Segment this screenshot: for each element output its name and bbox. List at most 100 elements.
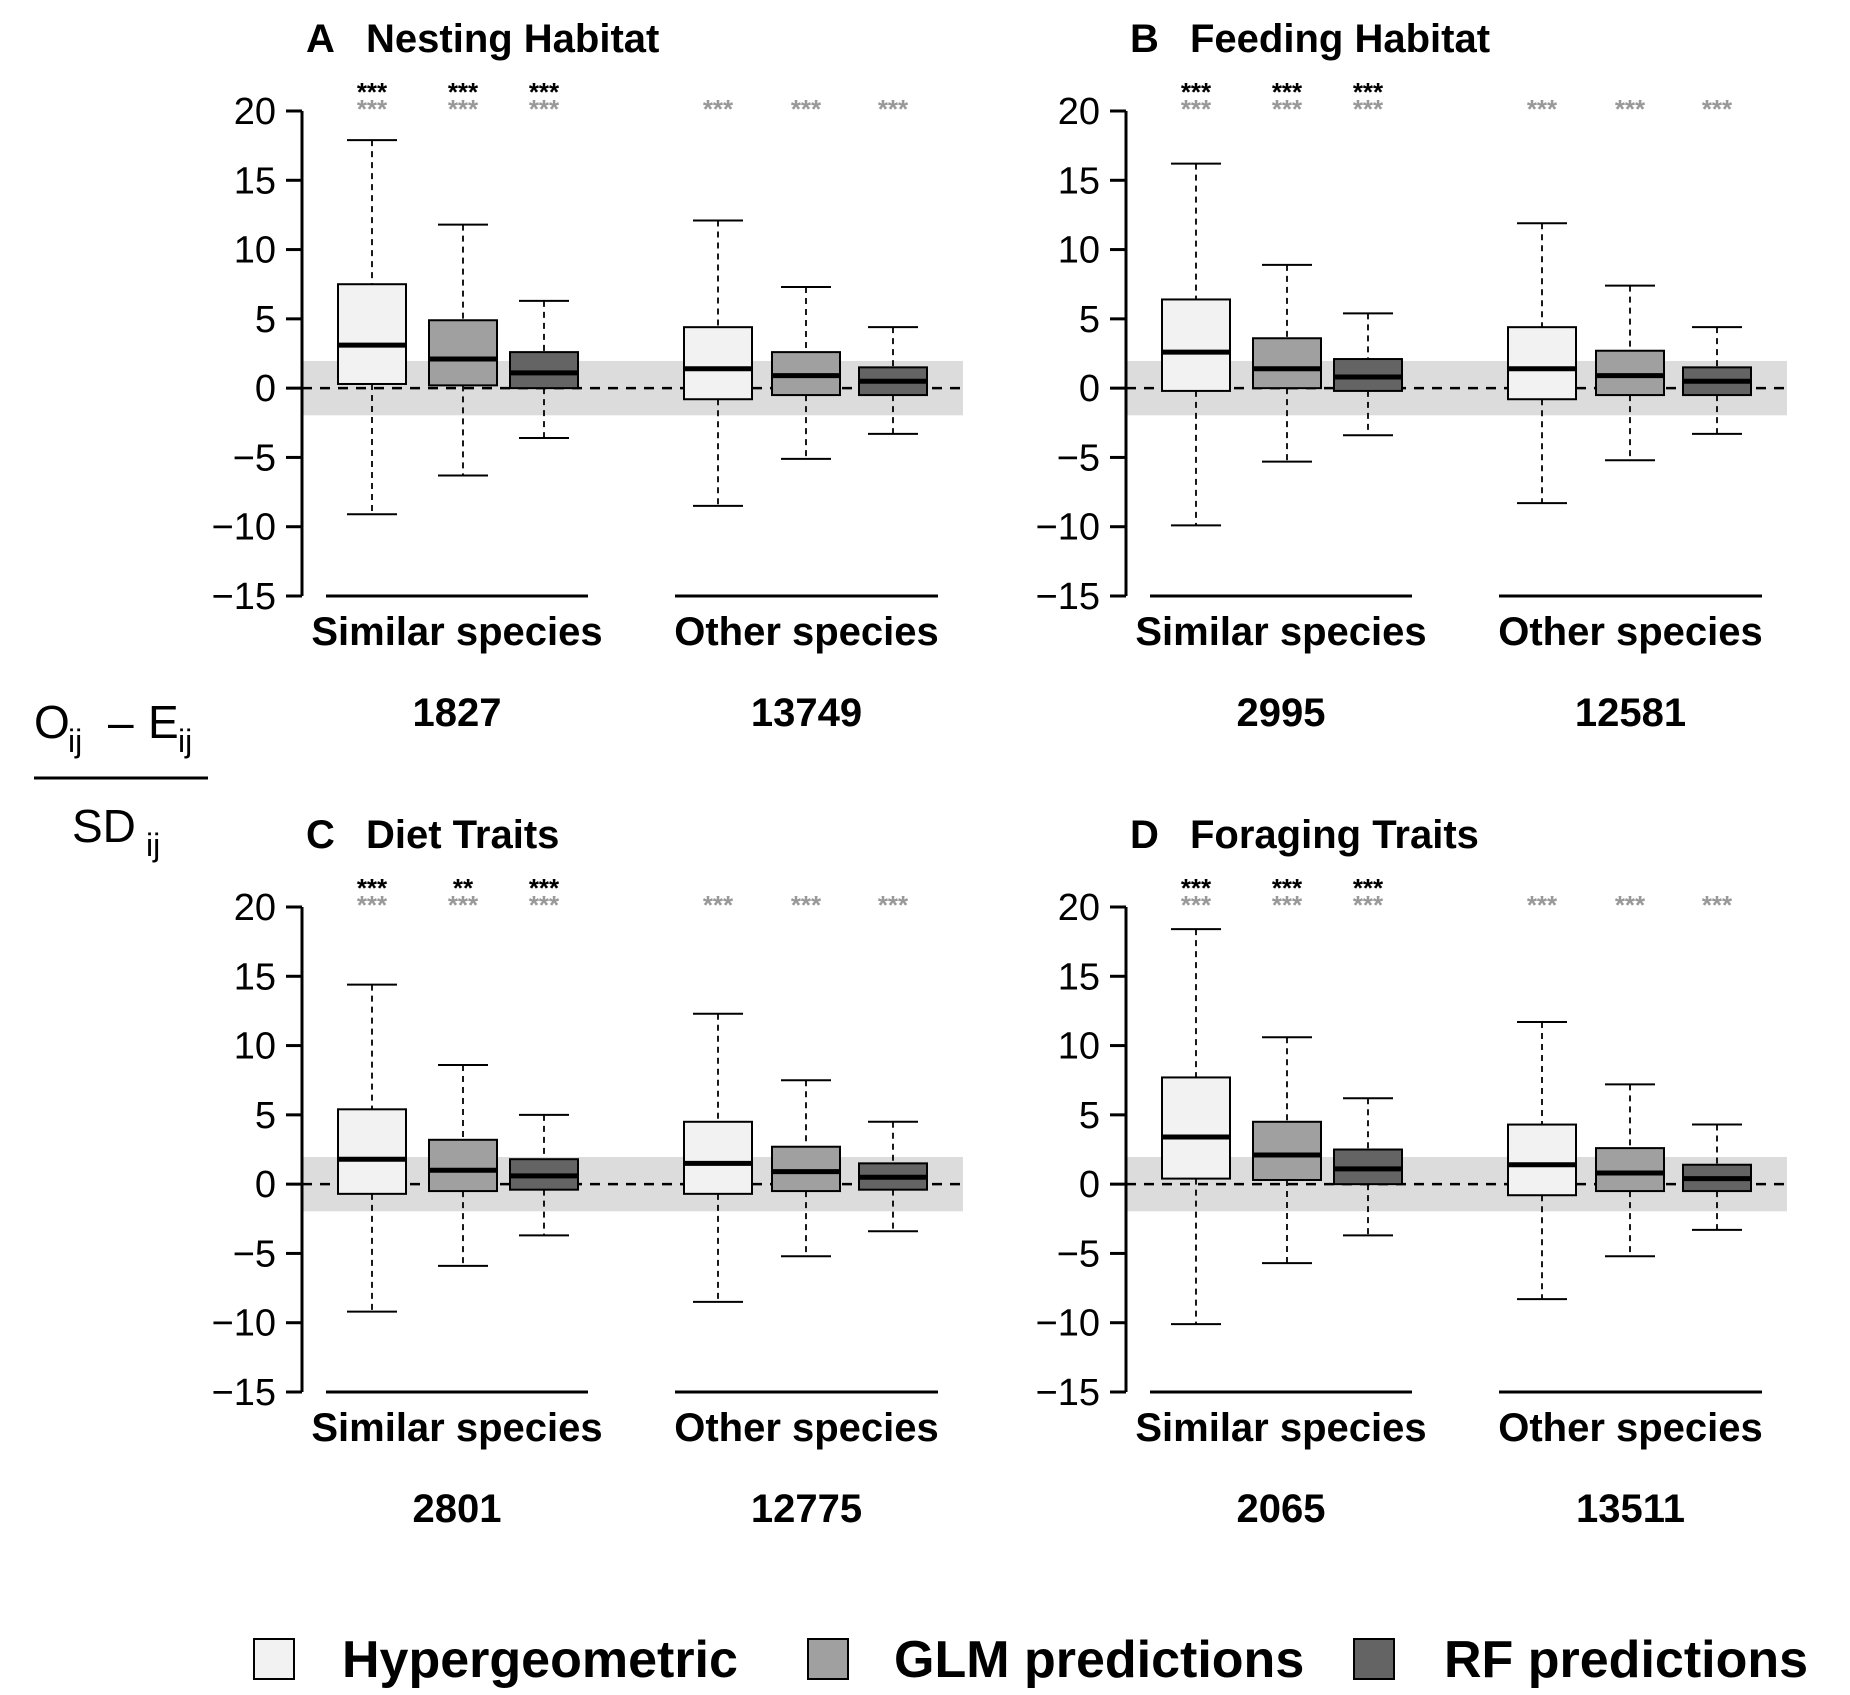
y-tick-label: 20 (234, 91, 276, 133)
group-label: Similar species (311, 610, 602, 654)
legend-label-glm: GLM predictions (894, 1631, 1304, 1689)
significance-label-grey: *** (529, 890, 560, 920)
significance-label-grey: *** (357, 890, 388, 920)
sample-size-label: 2801 (413, 1487, 502, 1531)
significance-label-black: *** (529, 873, 560, 903)
y-axis-label: O ij – E ij SD ij (34, 696, 208, 863)
y-tick-label: 5 (255, 299, 276, 341)
box-glm-predictions: ****** (428, 77, 498, 477)
iqr-box (1252, 337, 1322, 390)
box-hypergeometric: *** (683, 890, 753, 1303)
significance-label-grey: *** (878, 890, 909, 920)
significance-label-grey: *** (703, 94, 734, 124)
box-glm-predictions: *** (1595, 94, 1665, 462)
ylab-o-sub: ij (68, 723, 82, 759)
box-glm-predictions: *** (1595, 890, 1665, 1258)
iqr-box (683, 326, 753, 401)
y-tick-label: −5 (233, 1233, 276, 1275)
significance-label-grey: *** (448, 890, 479, 920)
ylab-sd: SD (72, 800, 136, 852)
significance-label-black: *** (1272, 873, 1303, 903)
group-label: Similar species (1135, 610, 1426, 654)
sample-size-label: 2065 (1237, 1487, 1326, 1531)
y-tick-label: −15 (212, 576, 276, 618)
significance-label-grey: *** (1272, 890, 1303, 920)
iqr-box (428, 1138, 498, 1193)
ylab-e-sub: ij (178, 723, 192, 759)
box-rf-predictions: *** (858, 890, 928, 1233)
box-rf-predictions: ****** (1333, 873, 1403, 1237)
y-tick-label: −15 (212, 1372, 276, 1414)
significance-label-black: *** (448, 77, 479, 107)
iqr-box (1161, 1076, 1231, 1180)
y-tick-label: −10 (1036, 507, 1100, 549)
box-glm-predictions: *** (771, 890, 841, 1258)
iqr-box (509, 351, 579, 390)
legend-swatch-rf (1353, 1638, 1395, 1680)
group-other-species: Other species 12775 *** *** *** (674, 890, 939, 1531)
significance-label-grey: *** (1527, 890, 1558, 920)
significance-label-grey: *** (448, 94, 479, 124)
panel-title: Diet Traits (366, 813, 559, 857)
significance-label-grey: *** (791, 890, 822, 920)
legend-swatch-glm (807, 1638, 849, 1680)
y-tick-label: 0 (1079, 1164, 1100, 1206)
y-tick-label: 10 (1058, 1026, 1100, 1068)
significance-label-black: *** (1272, 77, 1303, 107)
y-tick-label: −5 (1057, 1233, 1100, 1275)
group-label: Other species (1498, 610, 1763, 654)
box-hypergeometric: ****** (337, 77, 407, 516)
iqr-box (771, 1145, 841, 1193)
sample-size-label: 1827 (413, 691, 502, 735)
sample-size-label: 13511 (1576, 1487, 1685, 1531)
y-tick-label: −10 (212, 1303, 276, 1345)
y-tick-label: −15 (1036, 576, 1100, 618)
significance-label-grey: *** (878, 94, 909, 124)
y-tick-label: −5 (1057, 437, 1100, 479)
significance-label-black: *** (357, 77, 388, 107)
box-rf-predictions: ****** (1333, 77, 1403, 437)
significance-label-black: *** (357, 873, 388, 903)
box-hypergeometric: ****** (337, 873, 407, 1313)
legend-label-rf: RF predictions (1444, 1631, 1808, 1689)
significance-label-grey: *** (1702, 890, 1733, 920)
panels: 20 15 10 5 0 −5 −10 −15 A Nesting Habitat Similar … (212, 17, 1787, 1531)
y-tick-label: 0 (1079, 368, 1100, 410)
panel-c: 20 15 10 5 0 −5 −10 −15 C Diet Traits Similar spec… (212, 813, 963, 1531)
sample-size-label: 13749 (751, 691, 862, 735)
box-glm-predictions: ****** (1252, 873, 1322, 1265)
iqr-box (1595, 349, 1665, 397)
significance-label-grey: *** (1272, 94, 1303, 124)
significance-label-grey: *** (1702, 94, 1733, 124)
significance-label-grey: *** (357, 94, 388, 124)
iqr-box (1252, 1120, 1322, 1181)
significance-label-black: *** (1181, 873, 1212, 903)
y-tick-label: 15 (234, 956, 276, 998)
ylab-dash: – (108, 696, 134, 748)
panel-b: 20 15 10 5 0 −5 −10 −15 B Feeding Habitat Similar … (1036, 17, 1787, 735)
y-tick-label: 20 (1058, 91, 1100, 133)
significance-label-black: *** (1181, 77, 1212, 107)
box-rf-predictions: ****** (509, 873, 579, 1237)
sample-size-label: 12775 (751, 1487, 862, 1531)
group-label: Similar species (311, 1406, 602, 1450)
significance-label-black: *** (1353, 77, 1384, 107)
y-tick-label: 5 (1079, 299, 1100, 341)
y-tick-label: 20 (1058, 887, 1100, 929)
group-label: Other species (674, 1406, 939, 1450)
box-hypergeometric: *** (683, 94, 753, 507)
significance-label-black: ** (453, 873, 474, 903)
ylab-e: E (148, 696, 179, 748)
y-tick-label: 15 (1058, 956, 1100, 998)
y-tick-label: −15 (1036, 1372, 1100, 1414)
box-glm-predictions: ****** (1252, 77, 1322, 463)
box-rf-predictions: *** (1682, 94, 1752, 435)
box-hypergeometric: *** (1507, 890, 1577, 1301)
group-other-species: Other species 12581 *** *** *** (1498, 94, 1763, 735)
sample-size-label: 12581 (1575, 691, 1686, 735)
box-hypergeometric: ****** (1161, 873, 1231, 1326)
